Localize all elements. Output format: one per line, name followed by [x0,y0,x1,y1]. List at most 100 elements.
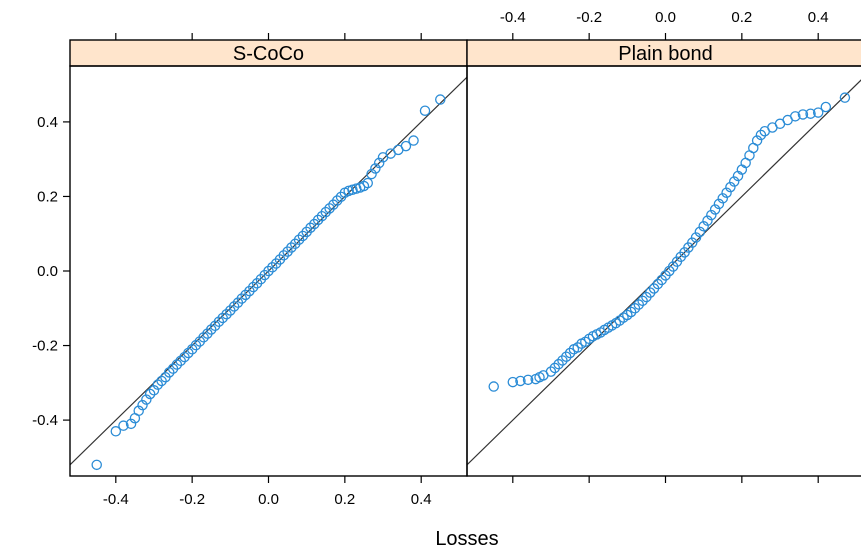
reference-line [70,76,467,466]
panel-0: S-CoCo [69,39,468,477]
qq-point [110,426,122,437]
qq-point [435,94,446,105]
qq-point [221,308,232,320]
qq-point [91,459,102,471]
x-tick-label-top: 0.4 [808,9,829,26]
x-tick-label-top: -0.4 [500,9,526,26]
panel-strip-label: Plain bond [618,43,713,65]
qq-point [553,358,564,370]
qq-point [125,418,137,430]
qq-point [702,215,713,226]
qq-point [408,135,419,146]
qq-point [278,250,290,261]
qq-point [751,135,763,146]
qq-point [141,394,152,405]
qq-point [515,375,526,387]
x-tick-label-top: 0.0 [655,9,676,26]
qq-point [717,193,729,204]
x-tick-label-bottom: 0.0 [258,491,279,508]
qq-point [152,379,164,390]
qq-point [400,140,412,152]
qq-point [213,316,225,327]
qq-point [373,157,385,169]
qq-point [198,332,209,343]
qq-point [549,362,561,374]
qq-point [698,221,709,232]
qq-point [488,381,499,392]
qq-point [820,101,832,113]
qq-point [247,281,259,293]
qq-point [312,214,324,226]
qq-point [557,355,568,366]
qq-point [728,176,740,187]
qq-point [625,306,637,318]
qq-point [713,198,725,210]
panel-strip [69,39,468,67]
qq-point [797,109,809,120]
qq-point [171,359,183,370]
qq-point [694,226,706,238]
qq-point [790,111,801,122]
qq-point [366,168,377,180]
qq-point [293,234,305,245]
panel-1: Plain bond [466,39,861,477]
qq-point [205,324,217,335]
qq-point [755,129,767,141]
panels-group: S-CoCo Plain bond [69,39,861,477]
qq-point [725,181,736,193]
qq-point [564,347,576,359]
qq-point [637,295,648,307]
qq-point [144,388,156,400]
qq-point [721,187,732,198]
qq-point [629,303,641,314]
x-axis-title: Losses [435,528,498,550]
qq-point [190,339,202,351]
y-tick-label: -0.4 [32,412,58,429]
qq-point [228,301,240,312]
qq-point [133,405,144,417]
qq-point [690,232,702,243]
qq-point [236,293,248,304]
qq-point [561,351,572,362]
y-tick-label: -0.2 [32,338,58,355]
y-tick-label: 0.4 [37,114,58,131]
qq-point [148,385,160,396]
qq-point [217,312,228,324]
x-tick-label-bottom: 0.4 [411,491,432,508]
x-tick-label-top: 0.2 [731,9,752,26]
qq-point [507,376,519,388]
qq-point [137,399,148,411]
qq-point [706,209,717,221]
y-tick-label: 0.2 [37,188,58,205]
qq-point [545,366,557,377]
qq-point [812,107,824,118]
x-tick-label-bottom: -0.4 [103,491,129,508]
qq-point [118,420,129,431]
qq-point [240,289,251,301]
qq-point [572,342,583,353]
qq-point [331,195,343,206]
qq-point [320,206,332,218]
qq-point [709,204,721,215]
qq-point [305,222,316,234]
qq-point [362,177,373,189]
x-tick-label-bottom: -0.2 [179,491,205,508]
axes-group: -0.4 -0.4 -0.2 -0.2 0.0 0.0 0.2 0.2 0.4 0.4 -0.4 -0… [32,9,828,508]
qq-point [686,237,698,248]
qq-point [156,375,167,387]
qq-point [286,242,297,253]
qq-point [183,347,194,359]
x-tick-label-top: -0.2 [576,9,602,26]
x-tick-label-bottom: 0.2 [334,491,355,508]
qq-point [163,367,175,378]
panel-strip [466,39,861,67]
qq-point [522,374,534,386]
qq-point [805,108,816,119]
qq-point [263,265,274,277]
y-tick-label: 0.0 [37,263,58,280]
qq-point [370,163,381,174]
qq-point [324,203,335,214]
qq-point [419,105,431,116]
qq-point [175,355,186,367]
